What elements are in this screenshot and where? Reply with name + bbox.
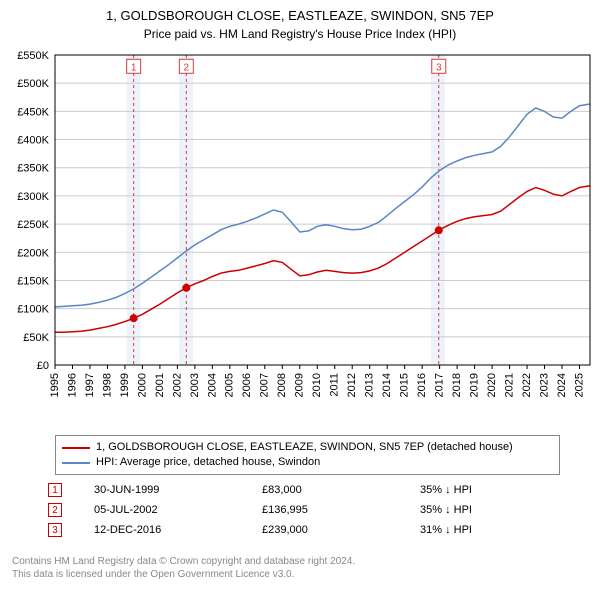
legend-swatch-hpi <box>62 462 90 464</box>
svg-text:2014: 2014 <box>381 373 393 397</box>
event-price: £239,000 <box>262 520 420 540</box>
event-price: £136,995 <box>262 500 420 520</box>
svg-text:2018: 2018 <box>451 373 463 397</box>
svg-text:2012: 2012 <box>346 373 358 397</box>
svg-text:2004: 2004 <box>206 373 218 397</box>
svg-text:£200K: £200K <box>17 247 49 259</box>
hpi-chart-root: { "title_line1": "1, GOLDSBOROUGH CLOSE,… <box>0 0 600 590</box>
svg-text:2005: 2005 <box>224 373 236 397</box>
chart-title: 1, GOLDSBOROUGH CLOSE, EASTLEAZE, SWINDO… <box>106 8 494 23</box>
svg-text:1997: 1997 <box>84 373 96 397</box>
svg-text:2008: 2008 <box>276 373 288 397</box>
svg-text:£550K: £550K <box>17 50 49 62</box>
svg-text:£400K: £400K <box>17 135 49 147</box>
chart-svg: 1, GOLDSBOROUGH CLOSE, EASTLEAZE, SWINDO… <box>0 0 600 430</box>
svg-text:1999: 1999 <box>119 373 131 397</box>
svg-text:2003: 2003 <box>189 373 201 397</box>
footer-line1: Contains HM Land Registry data © Crown c… <box>12 555 355 568</box>
svg-text:2025: 2025 <box>573 373 585 397</box>
svg-text:£0: £0 <box>37 360 49 372</box>
footer-line2: This data is licensed under the Open Gov… <box>12 568 355 581</box>
svg-text:2000: 2000 <box>136 373 148 397</box>
svg-text:2024: 2024 <box>556 373 568 397</box>
legend-swatch-property <box>62 447 90 449</box>
svg-text:£250K: £250K <box>17 219 49 231</box>
svg-text:2: 2 <box>184 62 190 73</box>
svg-text:£350K: £350K <box>17 163 49 175</box>
legend-label-hpi: HPI: Average price, detached house, Swin… <box>96 455 320 470</box>
svg-text:£300K: £300K <box>17 191 49 203</box>
svg-text:2010: 2010 <box>311 373 323 397</box>
event-gap: 35% ↓ HPI <box>420 480 558 500</box>
svg-text:2002: 2002 <box>171 373 183 397</box>
svg-text:2001: 2001 <box>154 373 166 397</box>
svg-text:1: 1 <box>131 62 137 73</box>
svg-text:2007: 2007 <box>259 373 271 397</box>
svg-text:2023: 2023 <box>538 373 550 397</box>
svg-text:2013: 2013 <box>364 373 376 397</box>
event-row: 3 12-DEC-2016£239,00031% ↓ HPI <box>48 520 558 540</box>
event-gap: 35% ↓ HPI <box>420 500 558 520</box>
svg-text:2019: 2019 <box>469 373 481 397</box>
svg-text:1996: 1996 <box>66 373 78 397</box>
svg-text:2011: 2011 <box>329 373 341 397</box>
event-marker: 2 <box>48 503 62 517</box>
legend-row-hpi: HPI: Average price, detached house, Swin… <box>62 455 553 470</box>
svg-text:2006: 2006 <box>241 373 253 397</box>
event-date: 30-JUN-1999 <box>94 480 262 500</box>
legend-row-property: 1, GOLDSBOROUGH CLOSE, EASTLEAZE, SWINDO… <box>62 440 553 455</box>
svg-text:£500K: £500K <box>17 78 49 90</box>
svg-text:2009: 2009 <box>294 373 306 397</box>
svg-text:2015: 2015 <box>399 373 411 397</box>
svg-text:3: 3 <box>436 62 442 73</box>
event-row: 2 05-JUL-2002£136,99535% ↓ HPI <box>48 500 558 520</box>
svg-text:£450K: £450K <box>17 106 49 118</box>
svg-text:1998: 1998 <box>101 373 113 397</box>
chart-subtitle: Price paid vs. HM Land Registry's House … <box>144 27 456 41</box>
svg-text:2016: 2016 <box>416 373 428 397</box>
event-gap: 31% ↓ HPI <box>420 520 558 540</box>
event-price: £83,000 <box>262 480 420 500</box>
chart-area: 1, GOLDSBOROUGH CLOSE, EASTLEAZE, SWINDO… <box>0 0 600 430</box>
footer: Contains HM Land Registry data © Crown c… <box>12 555 355 581</box>
svg-text:2017: 2017 <box>434 373 446 397</box>
event-date: 05-JUL-2002 <box>94 500 262 520</box>
svg-text:£50K: £50K <box>23 332 49 344</box>
event-marker: 1 <box>48 483 62 497</box>
events-table: 1 30-JUN-1999£83,00035% ↓ HPI 2 05-JUL-2002… <box>48 480 558 540</box>
svg-text:2020: 2020 <box>486 373 498 397</box>
event-marker: 3 <box>48 523 62 537</box>
event-row: 1 30-JUN-1999£83,00035% ↓ HPI <box>48 480 558 500</box>
svg-text:1995: 1995 <box>49 373 61 397</box>
legend-label-property: 1, GOLDSBOROUGH CLOSE, EASTLEAZE, SWINDO… <box>96 440 513 455</box>
svg-text:2022: 2022 <box>521 373 533 397</box>
svg-text:£100K: £100K <box>17 304 49 316</box>
svg-text:£150K: £150K <box>17 275 49 287</box>
event-date: 12-DEC-2016 <box>94 520 262 540</box>
legend: 1, GOLDSBOROUGH CLOSE, EASTLEAZE, SWINDO… <box>55 435 560 475</box>
svg-text:2021: 2021 <box>503 373 515 397</box>
